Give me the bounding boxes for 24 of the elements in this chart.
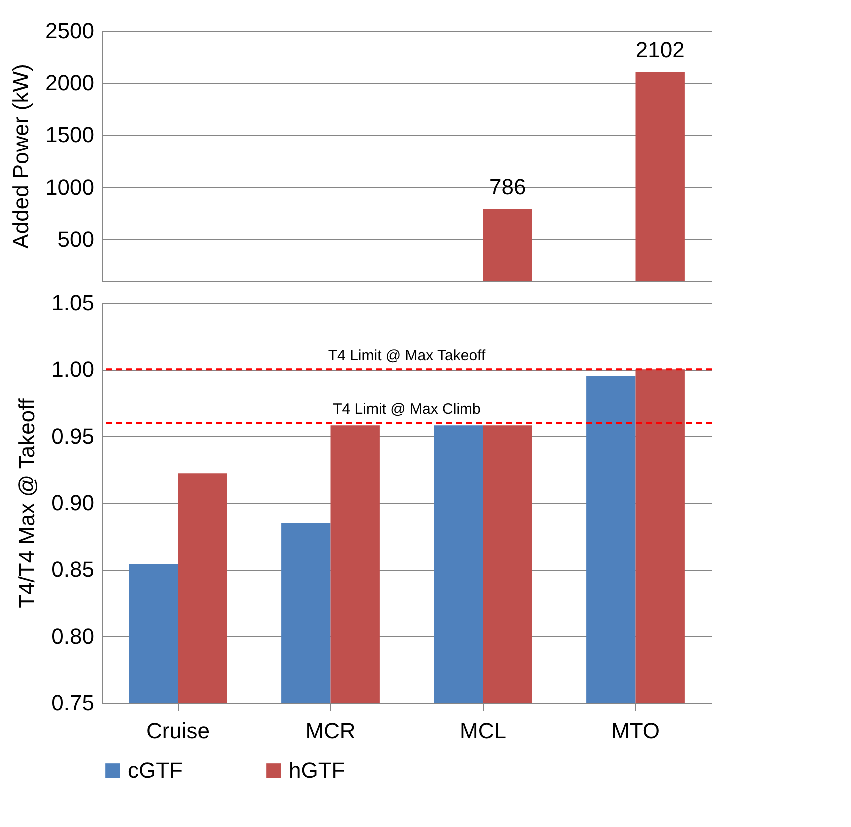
y-axis-title: Added Power (kW)	[8, 64, 34, 249]
ref-line-label: T4 Limit @ Max Climb	[333, 401, 481, 418]
data-label: 2102	[636, 37, 685, 62]
y-axis-title: T4/T4 Max @ Takeoff	[14, 398, 40, 608]
legend-label: hGTF	[289, 758, 346, 783]
y-tick-label: 1.00	[52, 357, 94, 382]
y-tick-label: 1.05	[52, 290, 94, 316]
x-tick-label: MCL	[460, 718, 506, 744]
y-tick-label: 0.75	[52, 690, 94, 716]
y-tick-label: 500	[58, 226, 94, 252]
y-tick-label: 0.90	[52, 490, 94, 516]
data-label: 786	[489, 174, 526, 200]
y-tick-label: 2500	[46, 18, 94, 44]
x-tick-label: MCR	[306, 718, 356, 744]
y-tick-label: 1500	[46, 122, 94, 148]
legend-label: cGTF	[128, 758, 183, 783]
y-tick-label: 0.95	[52, 424, 94, 449]
ref-line-label: T4 Limit @ Max Takeoff	[328, 348, 486, 365]
y-tick-label: 1000	[46, 174, 94, 200]
y-tick-label: 2000	[46, 70, 94, 96]
y-tick-label: 0.80	[52, 624, 94, 649]
x-tick-label: MTO	[612, 718, 660, 744]
y-tick-label: 0.85	[52, 557, 94, 582]
x-tick-label: Cruise	[146, 718, 210, 744]
